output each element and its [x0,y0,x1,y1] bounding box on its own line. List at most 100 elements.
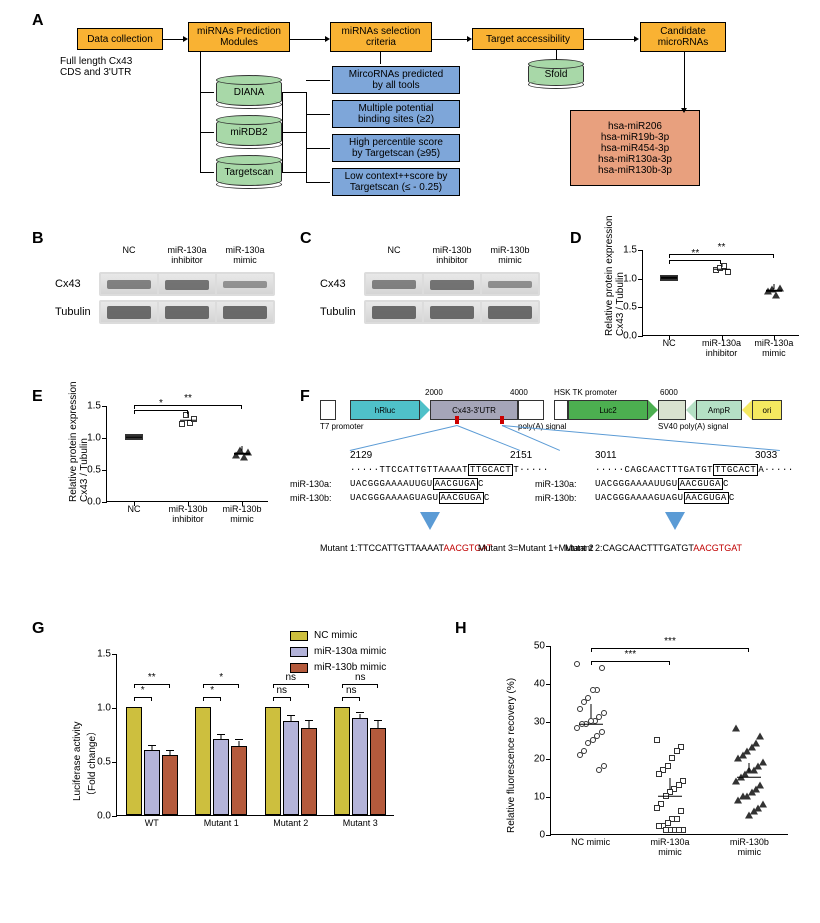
data-point [179,421,185,427]
loading-label: Tubulin [55,306,99,318]
bar [213,739,229,815]
range-start: 2129 [350,450,372,461]
blot-lanes-tubulin [99,300,275,324]
panel-c-label: C [300,230,312,248]
callout-line [502,425,780,451]
legend-swatch-icon [290,663,308,673]
panel-b-blot: NC miR-130ainhibitor miR-130amimic Cx43 … [55,248,275,324]
db-targetscan: Targetscan [216,158,282,186]
sig-bracket [203,684,239,688]
panel-e-dotplot: 0.00.51.01.5NCmiR-130binhibitormiR-130bm… [72,400,272,530]
sig-bracket [273,697,291,701]
panel-b-label: B [32,230,44,248]
mean-bar [658,795,682,797]
mean-bar [661,277,677,279]
binding-site-marker [455,416,459,424]
data-point [590,687,596,693]
legend-swatch-icon [290,631,308,641]
sig-bracket [134,405,242,409]
plot-area: 0.00.51.01.5WT***Mutant 1**Mutant 2nsnsM… [116,654,394,816]
sequence-line: UACGGGAAAAUUGUAACGUGAC [350,479,484,489]
connector [556,50,557,60]
panel-a-subtitle: Full length Cx43CDS and 3'UTR [60,56,132,78]
vector-segment-HSK-TK [554,400,568,420]
connector [380,52,381,64]
blot-lane [101,302,157,322]
sequence-line: UACGGGAAAAUUGUAACGUGAC [595,479,729,489]
y-tick-label: 20 [534,754,551,765]
plot-area: 01020304050NC mimicmiR-130amimicmiR-130b… [550,646,788,835]
flow-node-crit3: High percentile scoreby Targetscan (≥95) [332,134,460,162]
mean-bar [579,724,603,726]
bar [334,707,350,815]
blot-lane [482,302,538,322]
vector-sublabel: T7 promoter [320,422,364,431]
connector [163,39,183,40]
blot-lane [159,302,215,322]
panel-a-label: A [32,12,44,30]
connector [290,39,325,40]
y-tick-label: 0 [539,830,551,841]
range-start: 3011 [595,450,617,461]
sequence-line: ·····TTCCATTGTTAAAATTTGCACTT····· [350,465,549,475]
panel-f-label: F [300,388,310,406]
flow-node-crit1: MircoRNAs predictedby all tools [332,66,460,94]
sig-bracket [669,254,774,258]
sig-label: ** [148,672,156,683]
data-point [656,823,662,829]
data-point [574,725,580,731]
y-tick-label: 50 [534,641,551,652]
scale-tick: 4000 [510,388,528,397]
y-tick-label: 1.5 [87,401,107,412]
x-category-label: miR-130binhibitor [168,501,207,525]
mean-bar [766,290,782,292]
blot-lane [217,302,273,322]
connector [200,172,214,173]
y-tick-label: 1.0 [97,703,117,714]
sig-bracket [134,684,170,688]
vector-segment-hRLuc: hRluc [350,400,430,420]
flow-node-pred-modules: miRNAs PredictionModules [188,22,290,52]
range-end: 3033 [755,450,777,461]
y-tick-label: 0.5 [97,757,117,768]
y-tick-label: 0.5 [87,465,107,476]
panel-c-blot: NC miR-130binhibitor miR-130bmimic Cx43 … [320,248,540,324]
mir-label: miR-130a: [535,479,577,489]
y-tick-label: 30 [534,716,551,727]
bar [352,718,368,815]
bar [162,755,178,815]
panel-b-lane-headers: NC miR-130ainhibitor miR-130amimic [101,246,273,266]
lane-label: miR-130ainhibitor [159,246,215,266]
blot-lane [482,274,538,294]
panel-d-label: D [570,230,582,248]
flow-node-target-acc: Target accessibility [472,28,584,50]
x-category-label: NC [128,501,141,515]
error-bar [721,264,722,267]
data-point [678,808,684,814]
bar [283,721,299,815]
y-tick-label: 1.0 [623,273,643,284]
x-category-label: NC mimic [571,834,610,848]
sig-bracket [203,697,221,701]
sequence-line: UACGGGAAAAGUAGUAACGUGAC [595,493,735,503]
vector-sublabel: SV40 poly(A) signal [658,422,728,431]
bar [231,746,247,815]
bar [370,728,386,815]
x-category-label: NC [663,335,676,349]
bar [195,707,211,815]
connector [684,52,685,108]
mir-label: miR-130b: [290,493,332,503]
y-tick-label: 1.0 [87,433,107,444]
mean-bar [126,436,142,438]
sig-label: ns [285,672,296,683]
connector [282,132,306,133]
sig-label: ** [718,242,726,253]
db-mirdb2: miRDB2 [216,118,282,146]
legend-label: miR-130b mimic [314,662,386,673]
vector-segment-ori: ori [742,400,782,420]
lane-label: miR-130binhibitor [424,246,480,266]
legend-swatch-icon [290,647,308,657]
vector-sublabel: HSK TK promoter [554,388,617,397]
connector [282,172,306,173]
vector-segment-Cx43-3UTR: Cx43-3'UTR [430,400,518,420]
